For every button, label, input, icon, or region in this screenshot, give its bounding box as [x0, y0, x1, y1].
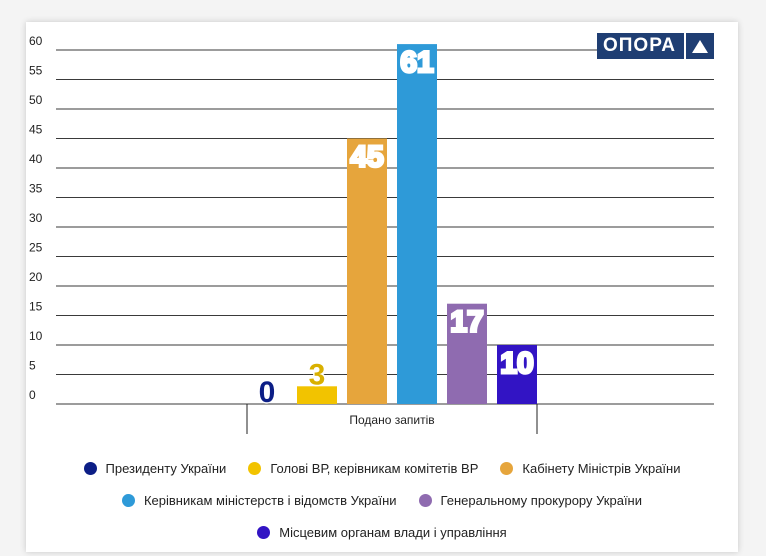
legend-label: Місцевим органам влади і управління	[279, 524, 507, 540]
bar-data-label: 3	[309, 358, 326, 391]
legend-dot-icon	[418, 493, 432, 507]
legend-dot-icon	[121, 493, 135, 507]
bars	[297, 44, 537, 404]
y-tick-label: 30	[29, 211, 43, 225]
legend-item: Кабінету Міністрів України	[500, 461, 680, 476]
legend-dot-icon	[248, 461, 262, 475]
legend-label: Генеральному прокурору України	[440, 492, 642, 508]
bar-data-label: 61	[400, 46, 433, 79]
y-tick-label: 40	[29, 152, 43, 166]
y-tick-label: 25	[29, 241, 43, 255]
legend-item: Місцевим органам влади і управління	[257, 524, 507, 540]
triangle-up-icon	[683, 33, 714, 59]
y-axis-ticks: 0 5 10 15 20 25 30 35 40 45 50 55 60	[29, 34, 43, 402]
opora-logo: ОПОРА	[597, 33, 714, 59]
legend-label: Президенту України	[105, 460, 227, 476]
y-tick-label: 50	[29, 93, 43, 107]
data-labels: 03 45 61 17 10	[257, 45, 535, 411]
y-tick-label: 55	[29, 64, 43, 78]
legend-item: Голові ВР, керівникам комітетів ВР	[248, 461, 478, 476]
bar-3	[347, 138, 387, 404]
y-tick-label: 15	[29, 300, 43, 314]
legend-dot-icon	[500, 461, 514, 475]
legend-dot-icon	[257, 525, 271, 539]
legend-item: Генеральному прокурору України	[418, 492, 642, 508]
y-tick-label: 20	[29, 270, 43, 284]
bar-5	[447, 303, 487, 404]
y-tick-label: 5	[29, 359, 36, 373]
x-axis: Подано запитів	[246, 404, 538, 434]
y-tick-label: 10	[29, 329, 43, 343]
bar-2	[297, 386, 337, 404]
bar-4	[397, 44, 437, 404]
bar-data-label: 17	[450, 306, 483, 339]
y-tick-label: 60	[29, 34, 43, 48]
bar-data-label: 45	[350, 141, 383, 174]
legend: Президенту України Голові ВР, керівникам …	[26, 452, 738, 548]
legend-label: Кабінету Міністрів України	[522, 460, 681, 476]
y-tick-label: 35	[29, 182, 43, 196]
chart-card: 0 5 10 15 20 25 30 35 40 45 50 55 60 0 3 45 61 17 10 Пода…	[26, 22, 738, 552]
legend-item: Президенту України	[83, 460, 227, 476]
legend-label: Керівникам міністерств і відомств Україн…	[143, 492, 397, 508]
legend-item: Керівникам міністерств і відомств Україн…	[121, 492, 397, 508]
y-tick-label: 45	[29, 123, 43, 137]
legend-row: Місцевим органам влади і управління	[26, 516, 738, 548]
logo-text: ОПОРА	[603, 35, 676, 56]
legend-dot-icon	[83, 461, 97, 475]
legend-label: Голові ВР, керівникам комітетів ВР	[270, 460, 479, 476]
bar-data-label: 10	[500, 347, 533, 380]
legend-row: Президенту України Голові ВР, керівникам …	[26, 452, 738, 484]
bar-data-label: 0	[259, 376, 276, 409]
x-category-label: Подано запитів	[349, 413, 434, 427]
bar-6	[497, 345, 537, 404]
y-tick-label: 0	[29, 388, 36, 402]
legend-row: Керівникам міністерств і відомств Україн…	[26, 484, 738, 516]
